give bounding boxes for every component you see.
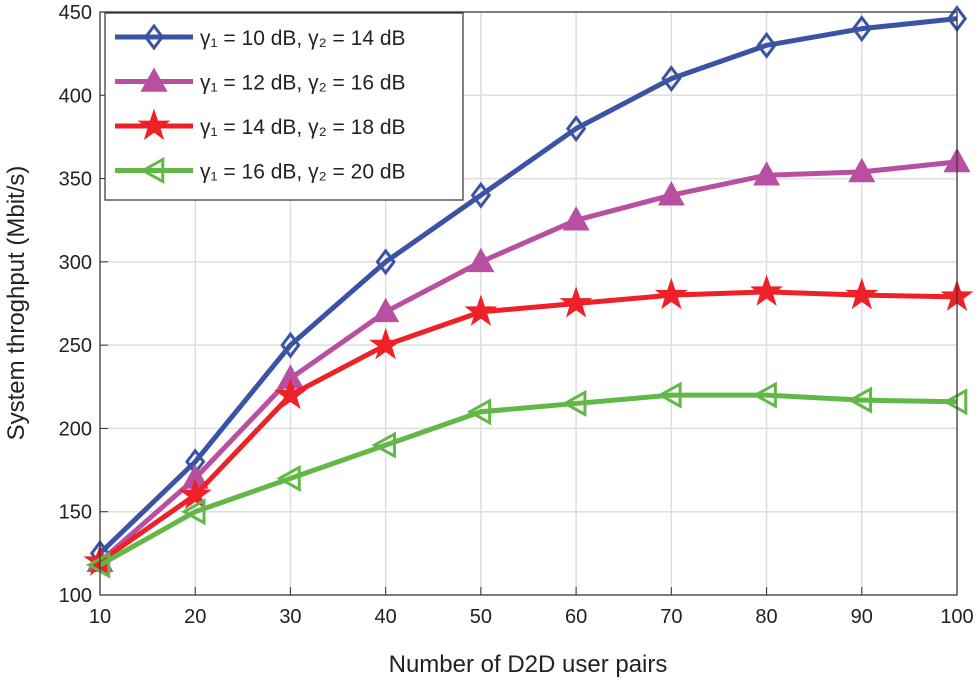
series-4: [85, 381, 968, 579]
legend-item: γ₁ = 10 dB, γ₂ = 14 dB: [115, 23, 406, 51]
series-1: [89, 5, 968, 567]
diamond-marker: [280, 331, 301, 359]
diamond-marker: [851, 15, 872, 43]
star-marker: [464, 294, 498, 326]
x-tick-label: 70: [660, 606, 682, 628]
y-tick-label: 350: [59, 169, 92, 191]
diamond-marker: [470, 181, 492, 209]
x-tick-label: 80: [755, 606, 777, 628]
star-marker: [845, 277, 879, 310]
triangle-left-marker: [942, 388, 968, 416]
series-3: [83, 274, 974, 576]
y-tick-label: 150: [59, 502, 92, 524]
y-tick-label: 200: [59, 418, 92, 440]
triangle-left-marker: [85, 551, 111, 579]
legend-item: γ₁ = 16 dB, γ₂ = 20 dB: [115, 156, 406, 185]
series-line: [98, 16, 958, 556]
diamond-marker: [661, 65, 682, 93]
triangle-up-marker: [657, 181, 685, 206]
x-axis-label: Number of D2D user pairs: [389, 651, 668, 678]
triangle-left-marker: [752, 381, 777, 409]
triangle-left-marker: [139, 156, 165, 185]
series-line: [98, 392, 958, 568]
legend-item: γ₁ = 14 dB, γ₂ = 18 dB: [115, 108, 406, 141]
triangle-left-marker: [657, 381, 682, 409]
series-line: [98, 289, 958, 564]
triangle-up-marker: [372, 297, 400, 323]
triangle-up-marker: [467, 247, 495, 273]
diamond-marker: [756, 31, 777, 59]
series-2: [86, 147, 971, 572]
triangle-left-marker: [847, 386, 873, 414]
legend-label: γ₁ = 16 dB, γ₂ = 20 dB: [200, 161, 406, 184]
x-tick-label: 10: [89, 606, 111, 628]
x-tick-label: 60: [565, 606, 587, 628]
series-group: [83, 5, 974, 579]
triangle-left-marker: [466, 398, 492, 426]
star-marker: [137, 108, 171, 141]
x-tick-label: 20: [184, 606, 206, 628]
legend-label: γ₁ = 14 dB, γ₂ = 18 dB: [200, 116, 406, 139]
star-marker: [273, 377, 307, 410]
y-tick-label: 450: [59, 2, 92, 24]
diamond-marker: [375, 248, 396, 276]
triangle-left-marker: [181, 498, 206, 526]
x-tick-label: 50: [470, 606, 492, 628]
plot-frame: [99, 11, 958, 596]
y-tick-label: 100: [59, 585, 92, 607]
triangle-left-marker: [562, 389, 587, 417]
y-tick-label: 250: [59, 335, 92, 357]
triangle-up-marker: [562, 206, 590, 231]
legend-item: γ₁ = 12 dB, γ₂ = 16 dB: [115, 67, 406, 95]
legend: γ₁ = 10 dB, γ₂ = 14 dB γ₁ = 12 dB, γ₂ = 1…: [104, 12, 464, 201]
ticks: 10 20 30 40 50 60 70 80 90 100 100 150 200 250 300 350 4…: [59, 2, 974, 628]
star-marker: [750, 274, 784, 306]
diamond-marker: [143, 23, 165, 51]
star-marker: [369, 327, 403, 360]
star-marker: [559, 286, 593, 318]
legend-label: γ₁ = 10 dB, γ₂ = 14 dB: [200, 27, 406, 50]
star-marker: [178, 477, 212, 510]
triangle-up-marker: [753, 161, 781, 186]
x-tick-label: 40: [375, 606, 397, 628]
triangle-left-marker: [371, 431, 396, 459]
diamond-marker: [565, 115, 587, 143]
x-tick-label: 90: [851, 606, 873, 628]
legend-label: γ₁ = 12 dB, γ₂ = 16 dB: [200, 72, 406, 95]
x-tick-label: 100: [940, 606, 973, 628]
triangle-left-marker: [276, 464, 301, 492]
x-tick-label: 30: [279, 606, 301, 628]
triangle-up-marker: [140, 67, 168, 92]
triangle-up-marker: [848, 157, 876, 183]
y-axis-label: System throghput (Mbit/s): [3, 166, 30, 441]
series-line: [98, 159, 958, 564]
y-tick-label: 300: [59, 252, 92, 274]
star-marker: [654, 277, 688, 310]
y-tick-label: 400: [59, 85, 92, 107]
